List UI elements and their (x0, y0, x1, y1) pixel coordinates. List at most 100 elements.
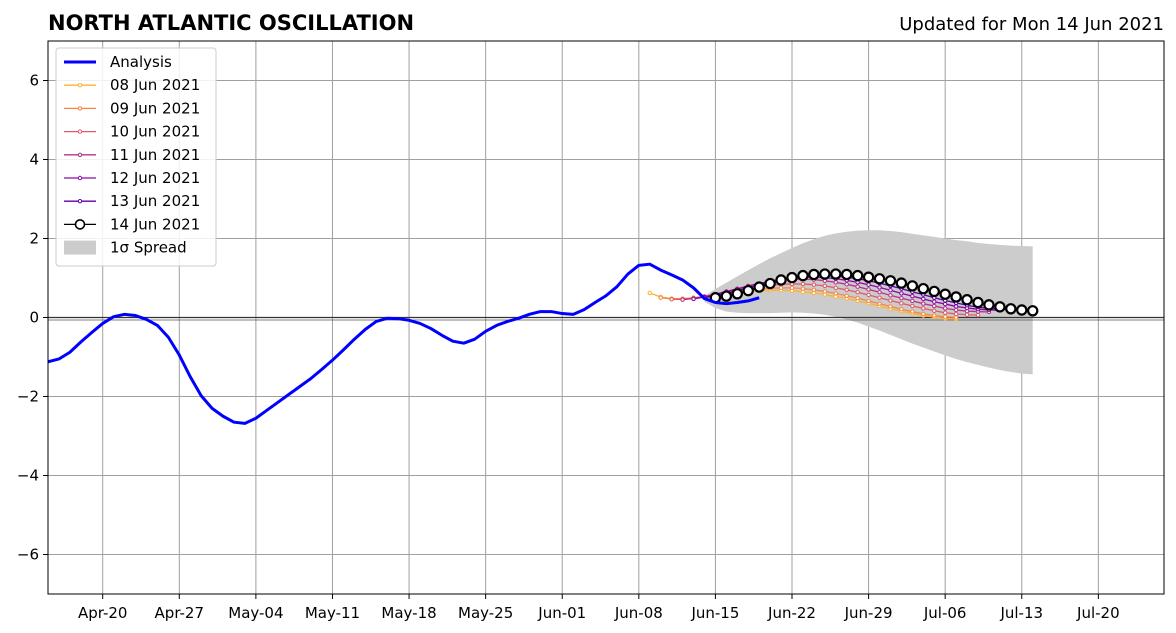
y-tick-label: −2 (17, 388, 39, 406)
forecast-point (764, 277, 776, 290)
legend-label: 12 Jun 2021 (110, 169, 200, 187)
analysis-line (48, 262, 760, 425)
legend-label: 14 Jun 2021 (110, 215, 200, 233)
forecast-point (895, 277, 908, 289)
legend-swatch-marker (77, 199, 83, 204)
forecast-point (953, 304, 959, 309)
forecast-point (910, 309, 915, 314)
x-tick-label: Jul-06 (923, 604, 967, 622)
analysis-series (48, 262, 760, 425)
x-tick-label: Jun-15 (690, 604, 739, 622)
legend-label: 13 Jun 2021 (110, 192, 200, 210)
forecast-point (1005, 303, 1017, 315)
forecast-point (921, 306, 926, 311)
x-tick-label: Jun-22 (767, 604, 816, 622)
forecast-point (877, 301, 882, 306)
legend-swatch-marker (77, 83, 83, 88)
forecast-point (939, 288, 951, 300)
forecast-14-jun-2021 (709, 268, 1039, 317)
chart-subtitle: Updated for Mon 14 Jun 2021 (899, 14, 1164, 35)
forecast-point (855, 284, 860, 289)
forecast-point (921, 301, 926, 306)
y-tick-label: 2 (29, 230, 39, 248)
forecast-point (928, 285, 940, 298)
legend-label: 08 Jun 2021 (110, 76, 200, 94)
y-tick-label: 6 (29, 72, 39, 90)
forecast-point (658, 295, 663, 300)
forecast-point (808, 268, 820, 281)
legend-entry: Analysis (64, 53, 172, 71)
forecast-point (888, 298, 893, 303)
legend-swatch-marker (77, 175, 83, 181)
x-tick-label: May-04 (228, 604, 283, 622)
x-tick-label: May-25 (458, 604, 513, 622)
forecast-point (917, 282, 929, 295)
forecast-point (921, 296, 926, 302)
forecast-point (775, 274, 787, 286)
forecast-point (647, 290, 652, 296)
legend-entry: 13 Jun 2021 (64, 192, 200, 210)
forecast-point (797, 269, 809, 282)
forecast-point (855, 295, 860, 301)
forecast-point (953, 311, 959, 317)
forecast-point (1016, 304, 1028, 316)
legend: Analysis 08 Jun 2021 09 Jun 2021 10 Jun 202… (55, 47, 217, 267)
forecast-point (669, 297, 674, 302)
x-tick-label: Jul-13 (999, 604, 1043, 622)
forecast-point (888, 288, 893, 293)
y-tick-label: −6 (17, 546, 39, 564)
legend-label: 1σ Spread (110, 239, 187, 257)
forecast-point (866, 287, 871, 292)
x-tick-label: Jul-20 (1076, 604, 1120, 622)
forecast-point (906, 280, 919, 292)
forecast-point (910, 298, 915, 304)
forecast-point (877, 295, 882, 300)
forecast-point (855, 290, 860, 295)
forecast-point (972, 296, 984, 309)
legend-entry: 1σ Spread (64, 239, 187, 257)
legend-entry: 14 Jun 2021 (64, 215, 200, 233)
forecast-point (851, 269, 864, 282)
forecast-point (844, 287, 849, 293)
forecast-point (841, 268, 853, 281)
forecast-point (932, 299, 937, 304)
legend-swatch-marker (77, 129, 83, 134)
forecast-point (866, 298, 871, 304)
forecast-point (789, 285, 795, 291)
forecast-point (932, 308, 937, 313)
forecast-point (899, 307, 904, 312)
legend-entry: 10 Jun 2021 (64, 123, 200, 141)
x-tick-label: Jun-08 (614, 604, 663, 622)
forecast-point (833, 285, 838, 291)
forecast-point (1027, 305, 1039, 317)
legend-swatch-marker (77, 152, 83, 158)
forecast-point (899, 291, 904, 296)
forecast-point (844, 293, 849, 298)
forecast-point (975, 312, 981, 318)
forecast-point (800, 281, 806, 287)
forecast-point (866, 292, 871, 298)
forecast-point (942, 306, 948, 311)
forecast-point (921, 311, 926, 317)
forecast-point (819, 268, 831, 280)
forecast-point (753, 281, 765, 293)
forecast-point (884, 275, 897, 287)
forecast-point (731, 288, 743, 300)
forecast-point (964, 312, 970, 317)
forecast-series (647, 268, 1039, 322)
x-tick-label: Apr-27 (155, 604, 205, 622)
forecast-point (833, 291, 838, 296)
x-tick-label: Jun-29 (844, 604, 893, 622)
y-tick-label: −4 (17, 467, 39, 485)
forecast-point (811, 282, 817, 287)
zero-line (48, 316, 1164, 321)
forecast-point (953, 307, 959, 313)
forecast-point (932, 313, 937, 318)
forecast-point (877, 290, 882, 295)
forecast-point (822, 283, 828, 289)
forecast-point (844, 282, 849, 287)
legend-entry: 12 Jun 2021 (64, 169, 200, 187)
legend-entry: 11 Jun 2021 (64, 146, 200, 164)
forecast-point (833, 280, 838, 285)
forecast-point (680, 297, 685, 302)
